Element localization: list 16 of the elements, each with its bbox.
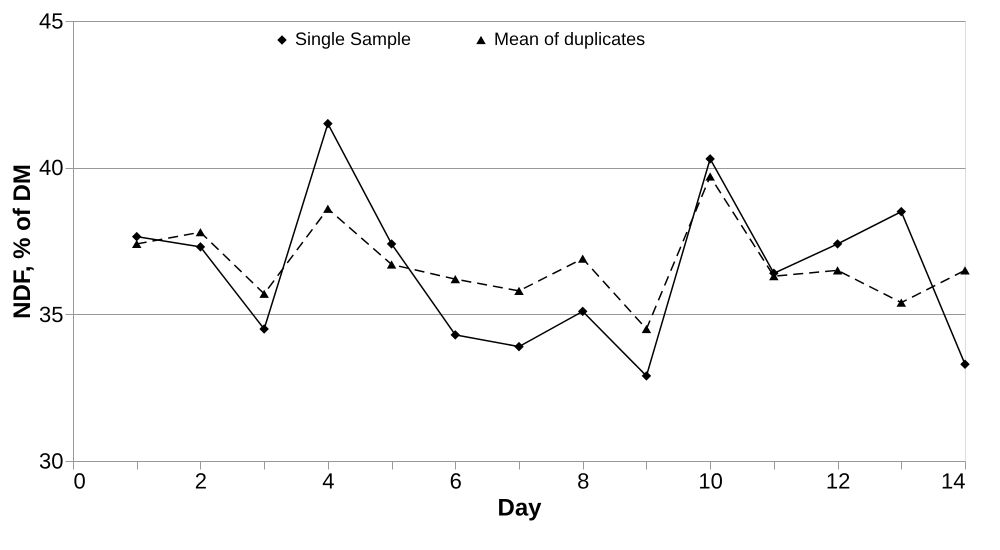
x-axis-title: Day — [497, 494, 542, 522]
legend-label: Single Sample — [295, 29, 412, 49]
legend-label: Mean of duplicates — [494, 29, 646, 49]
y-tick-label: 45 — [39, 8, 64, 34]
x-tick-label: 10 — [698, 468, 723, 494]
x-tick-label: 2 — [194, 468, 208, 494]
x-tick-label: 0 — [74, 468, 86, 494]
y-tick-label: 35 — [39, 302, 64, 327]
x-tick-label: 6 — [450, 468, 462, 494]
x-tick-label: 14 — [941, 468, 966, 494]
x-tick-label: 4 — [322, 468, 334, 494]
y-axis-title: NDF, % of DM — [9, 164, 36, 319]
y-tick-label: 40 — [39, 155, 64, 180]
x-tick-label: 12 — [826, 468, 850, 494]
x-tick-label: 8 — [577, 468, 590, 494]
y-tick-label: 30 — [39, 448, 64, 474]
